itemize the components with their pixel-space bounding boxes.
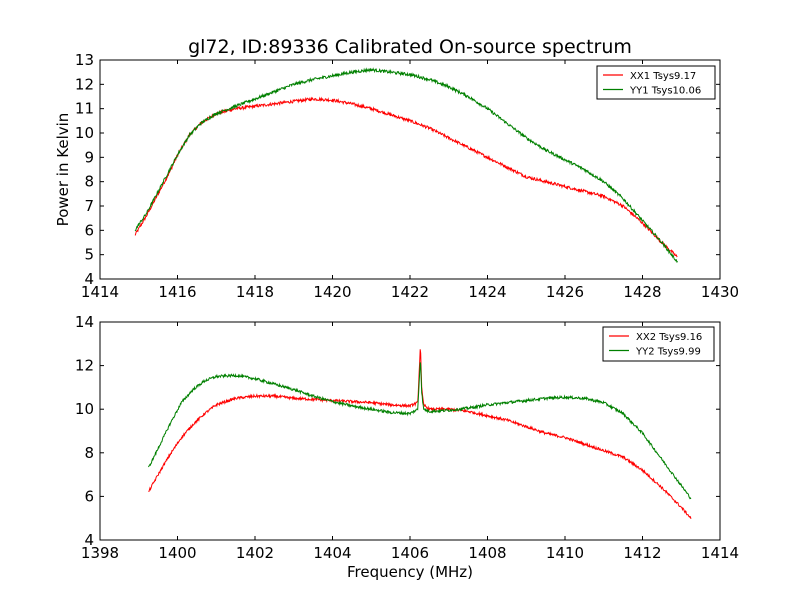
x-tick-label: 1428 <box>623 283 661 301</box>
y-tick-label: 12 <box>75 75 94 93</box>
y-tick-label: 14 <box>75 313 94 331</box>
legend-box <box>602 326 715 362</box>
x-tick-label: 1414 <box>701 544 739 562</box>
legend-entry: XX2 Tsys9.16 <box>636 332 702 343</box>
legend-entry: YY1 Tsys10.06 <box>629 86 701 97</box>
y-tick-label: 8 <box>84 444 94 462</box>
y-tick-label: 7 <box>84 197 94 215</box>
upper-plot: 1414 1416 1418 1420 1422 1424 1426 1428 1430 4 5 6 7… <box>54 36 739 301</box>
x-tick-label: 1398 <box>81 544 119 562</box>
x-tick-label: 1416 <box>158 283 196 301</box>
x-tick-label: 1408 <box>468 544 506 562</box>
y-tick-label: 10 <box>75 124 94 142</box>
x-tick-label: 1420 <box>313 283 351 301</box>
x-axis-label: Frequency (MHz) <box>347 563 473 581</box>
y-tick-label: 4 <box>84 531 94 549</box>
series-line-xx2 <box>148 349 692 519</box>
y-tick-label: 6 <box>84 221 94 239</box>
y-tick-label: 11 <box>75 100 94 118</box>
x-tick-label: 1400 <box>158 544 196 562</box>
y-tick-label: 9 <box>84 148 94 166</box>
y-tick-label: 10 <box>75 400 94 418</box>
x-tick-label: 1402 <box>236 544 274 562</box>
legend: XX2 Tsys9.16 YY2 Tsys9.99 <box>602 326 715 362</box>
legend-entry: YY2 Tsys9.99 <box>635 347 701 358</box>
x-tick-label: 1410 <box>546 544 584 562</box>
x-tick-label: 1430 <box>701 283 739 301</box>
chart-title: gl72, ID:89336 Calibrated On-source spec… <box>188 36 632 58</box>
x-tick-label: 1412 <box>623 544 661 562</box>
x-tick-label: 1418 <box>236 283 274 301</box>
legend: XX1 Tsys9.17 YY1 Tsys10.06 <box>596 65 716 100</box>
y-tick-label: 12 <box>75 357 94 375</box>
x-tick-label: 1406 <box>391 544 429 562</box>
lower-plot: 1398 1400 1402 1404 1406 1408 1410 1412 14144681… <box>75 313 739 581</box>
x-tick-label: 1404 <box>313 544 351 562</box>
y-tick-label: 6 <box>84 487 94 505</box>
y-tick-label: 5 <box>84 246 94 264</box>
legend-entry: XX1 Tsys9.17 <box>630 71 696 82</box>
legend-box <box>596 65 716 100</box>
y-axis-label: Power in Kelvin <box>54 113 72 227</box>
series-line-yy2 <box>147 362 692 500</box>
y-tick-label: 13 <box>75 51 94 69</box>
x-tick-label: 1426 <box>546 283 584 301</box>
x-tick-label: 1424 <box>468 283 506 301</box>
y-tick-label: 4 <box>84 270 94 288</box>
series-line-yy1 <box>134 67 678 263</box>
x-tick-label: 1422 <box>391 283 429 301</box>
y-tick-label: 8 <box>84 173 94 191</box>
x-tick-label: 1414 <box>81 283 119 301</box>
